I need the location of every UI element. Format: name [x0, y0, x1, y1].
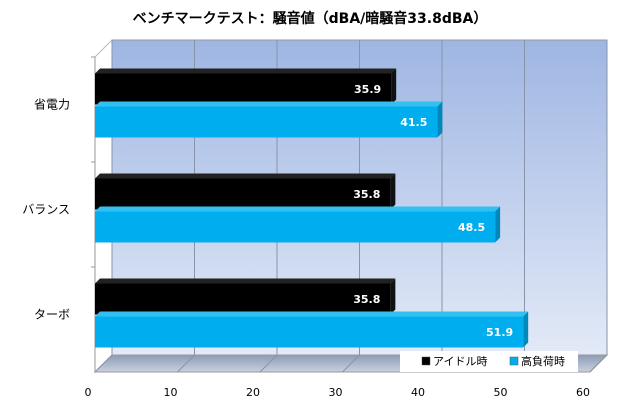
- x-tick-label: 0: [85, 386, 92, 399]
- floor-gridline: [94, 354, 113, 373]
- floor-gridline: [177, 354, 195, 373]
- data-label: 51.9: [486, 326, 513, 339]
- bar: [95, 211, 496, 243]
- category-label: ターボ: [34, 308, 70, 322]
- category-label: バランス: [22, 203, 70, 217]
- bar-side: [390, 173, 396, 210]
- bar-side: [523, 311, 529, 348]
- bar: [95, 316, 524, 348]
- x-tick-label: 60: [576, 386, 590, 399]
- legend-label: 高負荷時: [521, 354, 565, 368]
- data-label: 35.8: [353, 293, 380, 306]
- legend-swatch: [421, 356, 431, 366]
- bar-side: [390, 278, 396, 315]
- bar: [95, 73, 392, 105]
- legend-swatch: [509, 356, 519, 366]
- bar-top: [95, 68, 397, 74]
- bar-top: [95, 101, 443, 107]
- x-tick-label: 20: [246, 386, 260, 399]
- bar: [95, 283, 391, 315]
- data-label: 48.5: [458, 221, 485, 234]
- bar-side: [437, 101, 443, 138]
- floor-gridline: [589, 354, 608, 373]
- legend-label: アイドル時: [433, 355, 487, 368]
- x-tick-label: 40: [411, 386, 425, 399]
- legend: [400, 351, 578, 372]
- data-label: 35.9: [354, 83, 381, 96]
- bar: [95, 178, 391, 210]
- bar-side: [391, 68, 397, 105]
- floor-gridline: [342, 354, 360, 373]
- bar-top: [95, 311, 529, 317]
- data-label: 35.8: [353, 188, 380, 201]
- x-tick-label: 50: [494, 386, 508, 399]
- bar-top: [95, 173, 396, 179]
- chart-title: ベンチマークテスト：騒音値（dBA/暗騒音33.8dBA）: [132, 11, 488, 27]
- x-tick-label: 30: [329, 386, 343, 399]
- bar-side: [495, 206, 501, 243]
- bar-top: [95, 278, 396, 284]
- data-label: 41.5: [400, 116, 427, 129]
- bar-top: [95, 206, 501, 212]
- bar: [95, 106, 438, 138]
- category-label: 省電力: [34, 98, 70, 112]
- x-tick-label: 10: [164, 386, 178, 399]
- floor-gridline: [259, 354, 278, 373]
